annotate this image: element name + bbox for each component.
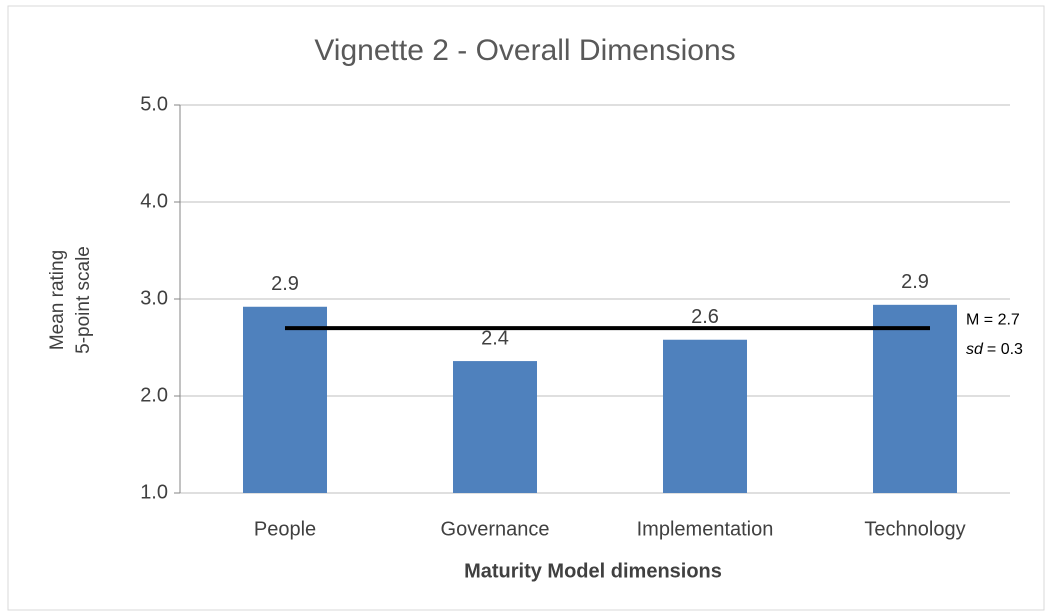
mean-label: M = 2.7 <box>966 311 1020 328</box>
x-tick-label: Governance <box>441 518 550 540</box>
bar <box>453 361 537 493</box>
bar <box>663 339 747 493</box>
y-tick-label: 2.0 <box>140 384 168 406</box>
x-tick-label: Implementation <box>637 518 774 540</box>
value-label: 2.6 <box>691 306 719 328</box>
bar <box>873 304 957 493</box>
y-axis-label: Mean rating 5-point scale <box>47 246 94 354</box>
value-label: 2.9 <box>271 273 299 295</box>
bar <box>243 306 327 493</box>
y-axis-label-line: 5-point scale <box>73 246 94 354</box>
sd-name: sd <box>966 341 984 358</box>
y-tick-label: 5.0 <box>140 93 168 115</box>
sd-text: = 0.3 <box>987 341 1023 358</box>
chart-border <box>7 5 1045 611</box>
y-tick-label: 4.0 <box>140 190 168 212</box>
chart-title: Vignette 2 - Overall Dimensions <box>314 34 735 67</box>
x-tick-label: People <box>254 518 316 540</box>
x-axis-label: Maturity Model dimensions <box>464 560 722 582</box>
y-axis-label-line: Mean rating <box>47 250 68 350</box>
y-tick-label: 3.0 <box>140 287 168 309</box>
x-tick-label: Technology <box>864 518 965 540</box>
value-label: 2.9 <box>901 271 929 293</box>
sd-label: sd = 0.3 <box>966 341 1023 358</box>
value-label: 2.4 <box>481 327 509 349</box>
y-tick-label: 1.0 <box>140 481 168 503</box>
